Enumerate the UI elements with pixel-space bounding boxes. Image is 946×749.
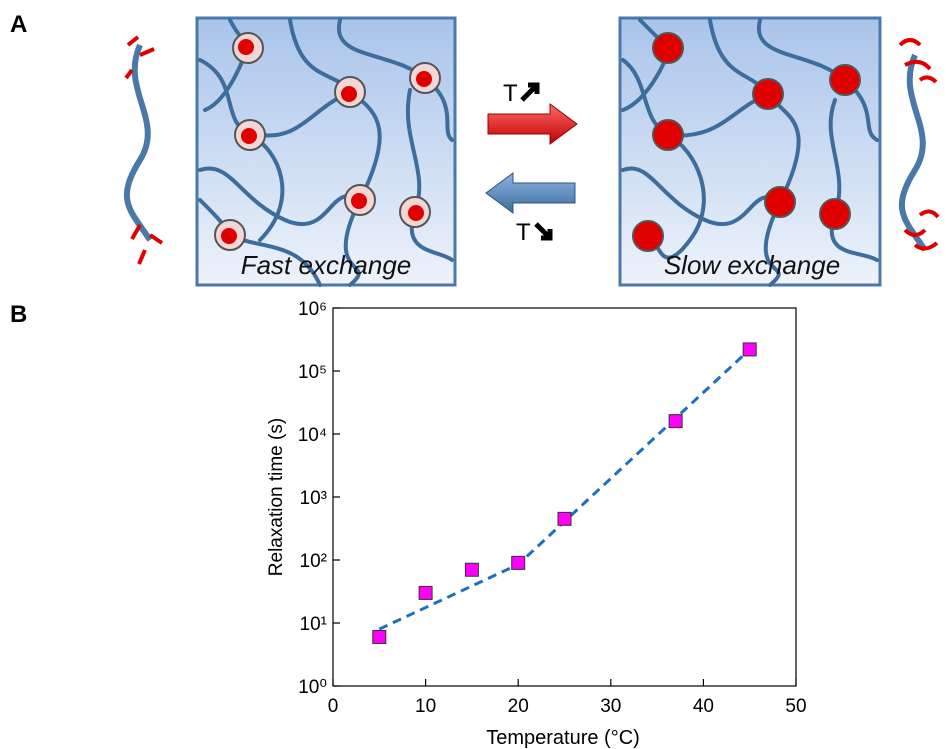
x-tick-label: 50	[785, 696, 806, 717]
arrows: T T	[485, 80, 578, 246]
x-tick-label: 20	[508, 696, 529, 717]
data-point	[668, 414, 683, 429]
y-tick-label: 10⁵	[298, 362, 327, 383]
data-point	[511, 555, 526, 570]
x-tick-label: 10	[415, 696, 436, 717]
plot-frame	[332, 307, 797, 687]
x-tick-label: 30	[600, 696, 621, 717]
x-tick-label: 0	[328, 696, 339, 717]
y-tick-label: 10¹	[300, 614, 327, 635]
y-tick-label: 10²	[300, 551, 327, 572]
box-label: Slow exchange	[664, 250, 840, 280]
y-axis-label: Relaxation time (s)	[266, 418, 287, 576]
y-tick-label: 10⁶	[298, 299, 327, 320]
y-tick-label: 10⁴	[298, 425, 327, 446]
y-tick-label: 10⁰	[298, 677, 327, 698]
box-label: Fast exchange	[241, 250, 412, 280]
arrow-label: T	[503, 80, 518, 107]
data-point	[464, 562, 479, 577]
panel-label: A	[10, 11, 27, 38]
x-tick-label: 40	[693, 696, 714, 717]
fast-exchange-network: Fast exchange	[195, 16, 457, 287]
data-point	[418, 585, 433, 600]
data-point	[372, 629, 387, 644]
panel-label: B	[10, 301, 27, 328]
y-tick-label: 10³	[300, 488, 327, 509]
data-point	[742, 342, 757, 357]
arrow-label: T	[516, 219, 531, 246]
chain-icon	[123, 35, 164, 265]
slow-exchange-network: Slow exchange	[618, 16, 882, 287]
data-point	[557, 511, 572, 526]
chain-icon	[898, 38, 940, 252]
fit-line	[378, 348, 751, 631]
chart: Temperature (°C) Relaxation time (s) 0 10…	[266, 299, 807, 749]
x-axis-label: Temperature (°C)	[486, 727, 640, 749]
